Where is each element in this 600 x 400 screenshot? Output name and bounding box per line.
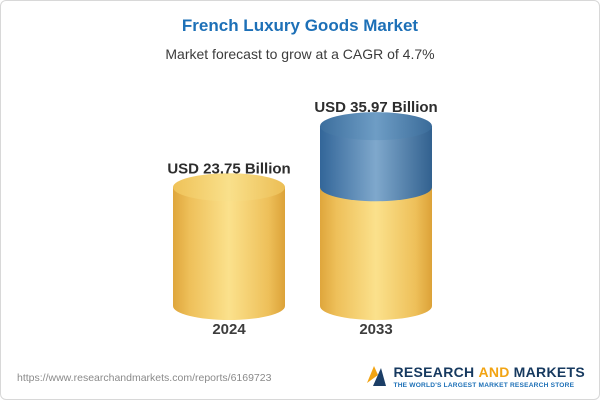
cylinder-2024-top [173, 173, 285, 202]
bar-value-label: USD 35.97 Billion [314, 99, 437, 116]
research-and-markets-logo[interactable]: RESEARCH AND MARKETS THE WORLD'S LARGEST M… [365, 363, 585, 389]
logo-word-and: AND [478, 363, 510, 380]
bar-category-label: 2024 [212, 321, 246, 338]
logo-mark-icon [367, 366, 387, 386]
cylinder-2024-body [173, 187, 285, 306]
cylinder-2033-base-body [320, 187, 432, 306]
cylinder-2033-growth-top [320, 112, 432, 141]
logo-text: RESEARCH AND MARKETS THE WORLD'S LARGEST M… [393, 364, 585, 389]
logo-wordmark: RESEARCH AND MARKETS [393, 364, 585, 380]
bar-category-label: 2033 [359, 321, 392, 338]
bar-value-label: USD 23.75 Billion [167, 160, 290, 177]
bars-layer: USD 23.75 Billion 2024 USD 35.97 Billion 20… [167, 99, 437, 338]
report-url[interactable]: https://www.researchandmarkets.com/repor… [17, 372, 272, 384]
logo-word-research: RESEARCH [393, 363, 475, 380]
logo-tagline: THE WORLD'S LARGEST MARKET RESEARCH STOR… [393, 381, 575, 389]
logo-word-markets: MARKETS [513, 363, 585, 380]
chart-title: French Luxury Goods Market [181, 16, 419, 35]
cylinder-bar-chart: USD 23.75 Billion 2024 USD 35.97 Billion 20… [167, 99, 437, 338]
chart-subtitle: Market forecast to grow at a CAGR of 4.7… [165, 46, 435, 62]
